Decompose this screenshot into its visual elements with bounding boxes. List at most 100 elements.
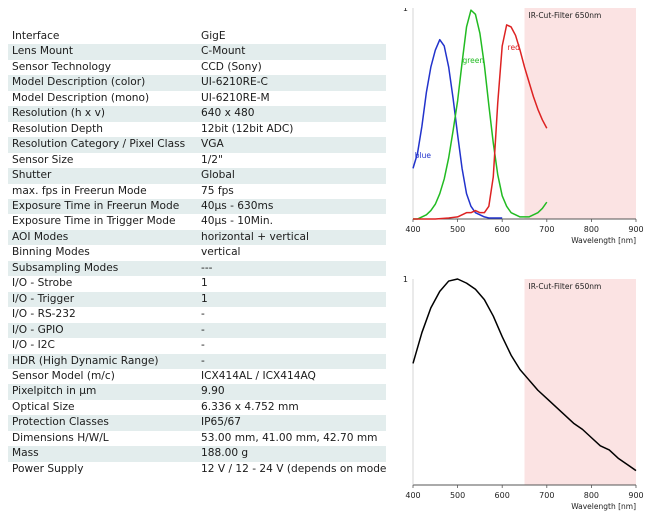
x-tick-label: 400 <box>405 491 420 500</box>
x-tick-label: 400 <box>405 225 420 234</box>
series-line-response <box>412 278 637 472</box>
spec-value: 40µs - 10Min. <box>201 215 273 228</box>
y-tick-label: 1 <box>403 275 408 284</box>
series-line-green <box>413 9 548 220</box>
spec-row: Exposure Time in Trigger Mode 40µs - 10Mi… <box>8 214 386 229</box>
spec-row: Shutter Global <box>8 168 386 184</box>
spec-label: Dimensions H/W/L <box>12 431 109 444</box>
chart-series <box>412 278 637 472</box>
spec-value: 12bit (12bit ADC) <box>201 122 294 135</box>
spec-row: Resolution (h x v) 640 x 480 <box>8 106 386 122</box>
spec-label: Model Description (mono) <box>12 91 150 104</box>
spec-row: Subsampling Modes --- <box>8 260 386 277</box>
x-axis-label: Wavelength [nm] <box>571 502 636 511</box>
spec-row: Exposure Time in Freerun Mode 40µs - 630m… <box>8 198 386 215</box>
x-tick-label: 700 <box>539 225 554 234</box>
spec-label: Model Description (color) <box>8 75 197 91</box>
x-tick-label: 500 <box>450 225 465 234</box>
spec-value: 6.336 x 4.752 mm <box>201 400 299 413</box>
spec-label: Binning Modes <box>12 246 90 259</box>
spec-row: Interface GigE <box>8 29 386 44</box>
spec-value: - <box>201 308 205 321</box>
spec-value: 1 <box>201 277 208 290</box>
spec-row: Model Description (mono) UI-6210RE-M <box>8 91 386 106</box>
spec-label: AOI Modes <box>8 229 197 246</box>
x-tick-label: 900 <box>628 491 643 500</box>
spec-row: Resolution Category / Pixel Class VGA <box>8 137 386 153</box>
spec-label: Lens Mount <box>8 44 197 60</box>
spec-value: - <box>201 339 205 352</box>
spec-row: Sensor Size 1/2" <box>8 153 386 168</box>
spec-row: Model Description (color) UI-6210RE-C <box>8 75 386 91</box>
spec-label: Power Supply <box>12 462 84 475</box>
spec-label: Sensor Size <box>12 153 74 166</box>
spec-label: Pixelpitch in µm <box>8 384 197 400</box>
spec-row: Pixelpitch in µm 9.90 <box>8 384 386 400</box>
spec-row: Lens Mount C-Mount <box>8 44 386 60</box>
spec-label: Interface <box>12 30 60 42</box>
x-axis-label: Wavelength [nm] <box>571 236 636 245</box>
spec-row: max. fps in Freerun Mode 75 fps <box>8 184 386 199</box>
spec-row: Sensor Model (m/c) ICX414AL / ICX414AQ <box>8 369 386 384</box>
spec-label: Optical Size <box>12 400 75 413</box>
spec-value: CCD (Sony) <box>201 60 262 73</box>
spec-label: Resolution Depth <box>12 122 103 135</box>
spec-row: I/O - Trigger 1 <box>8 291 386 308</box>
spec-row: AOI Modes horizontal + vertical <box>8 229 386 246</box>
spec-label: I/O - RS-232 <box>12 308 76 321</box>
spec-label: Resolution Category / Pixel Class <box>8 137 197 153</box>
spec-label: Exposure Time in Trigger Mode <box>12 215 176 228</box>
ir-cut-annotation: IR-Cut-Filter 650nm <box>529 282 602 291</box>
series-line-red <box>413 24 548 220</box>
spec-row: Dimensions H/W/L 53.00 mm, 41.00 mm, 42.7… <box>8 431 386 446</box>
chart-axes: 400 500 600 700 800 900 1 <box>403 8 644 234</box>
x-tick-label: 600 <box>495 491 510 500</box>
chart-axes: 400 500 600 700 800 900 1 <box>403 275 644 500</box>
spec-value: 9.90 <box>197 384 386 400</box>
x-tick-label: 800 <box>584 491 599 500</box>
spec-label: I/O - I2C <box>12 339 55 352</box>
spec-label: max. fps in Freerun Mode <box>12 184 147 197</box>
spec-row: Resolution Depth 12bit (12bit ADC) <box>8 122 386 137</box>
spec-value: 188.00 g <box>197 446 386 462</box>
spec-value: C-Mount <box>197 44 386 60</box>
spec-value: Global <box>197 168 386 184</box>
spec-row: Sensor Technology CCD (Sony) <box>8 60 386 75</box>
spec-label: I/O - GPIO <box>8 322 197 339</box>
spec-label: I/O - Strobe <box>12 277 73 290</box>
spec-table-body: Interface GigE Lens Mount C-Mount Sensor Tec… <box>8 29 386 477</box>
spec-row: I/O - Strobe 1 <box>8 276 386 291</box>
ir-cut-band <box>524 8 636 219</box>
spec-label: Exposure Time in Freerun Mode <box>8 198 197 215</box>
spec-value: vertical <box>201 246 241 259</box>
spec-value: 1 <box>197 291 386 308</box>
ir-cut-band <box>524 279 636 485</box>
y-tick-label: 1 <box>403 8 408 13</box>
spec-row: HDR (High Dynamic Range) - <box>8 353 386 369</box>
series-label-green: green <box>463 56 485 65</box>
spec-label: Protection Classes <box>8 415 197 431</box>
spec-value: - <box>197 353 386 369</box>
ir-cut-annotation: IR-Cut-Filter 650nm <box>529 11 602 20</box>
spec-value: GigE <box>201 30 226 42</box>
spec-value: --- <box>197 260 386 277</box>
spec-label: Sensor Model (m/c) <box>12 369 115 382</box>
spec-table: Interface GigE Lens Mount C-Mount Sensor Tec… <box>8 29 386 477</box>
spec-row: Binning Modes vertical <box>8 245 386 260</box>
spec-value: 640 x 480 <box>197 106 386 122</box>
spec-value: UI-6210RE-M <box>201 91 270 104</box>
spec-value: horizontal + vertical <box>197 229 386 246</box>
spec-label: Resolution (h x v) <box>8 106 197 122</box>
spec-row: Optical Size 6.336 x 4.752 mm <box>8 400 386 415</box>
spec-label: Subsampling Modes <box>8 260 197 277</box>
spec-value: 40µs - 630ms <box>197 198 386 215</box>
spec-row: Protection Classes IP65/67 <box>8 415 386 431</box>
x-tick-label: 900 <box>628 225 643 234</box>
spec-value: ICX414AL / ICX414AQ <box>201 369 316 382</box>
spec-value: IP65/67 <box>197 415 386 431</box>
x-tick-label: 800 <box>584 225 599 234</box>
spec-value: 1/2" <box>201 153 223 166</box>
spec-value: UI-6210RE-C <box>197 75 386 91</box>
spec-value: 53.00 mm, 41.00 mm, 42.70 mm <box>201 431 378 444</box>
x-tick-label: 700 <box>539 491 554 500</box>
